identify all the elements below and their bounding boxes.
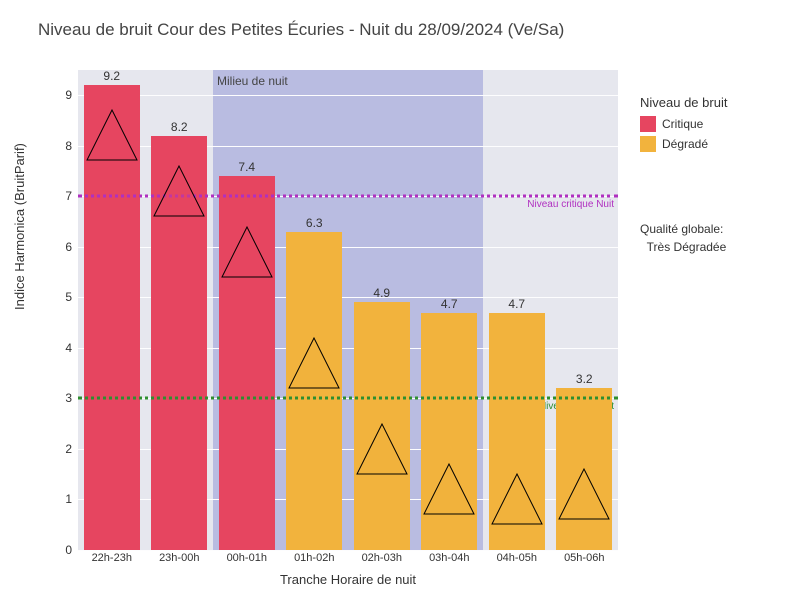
point-marker xyxy=(559,469,609,519)
point-marker xyxy=(289,338,339,388)
chart-container: Niveau de bruit Cour des Petites Écuries… xyxy=(0,0,800,600)
x-axis-label: Tranche Horaire de nuit xyxy=(78,572,618,587)
y-tick-label: 8 xyxy=(6,139,72,153)
y-gridline xyxy=(78,95,618,96)
reference-line-label: Niveau critique Nuit xyxy=(527,199,614,210)
y-tick-label: 4 xyxy=(6,341,72,355)
legend-item-label: Dégradé xyxy=(662,137,708,151)
y-tick-label: 3 xyxy=(6,391,72,405)
point-marker xyxy=(87,110,137,160)
reference-line xyxy=(78,397,618,400)
quality-value: Très Dégradée xyxy=(647,240,727,254)
y-tick-label: 5 xyxy=(6,290,72,304)
x-tick-label: 00h-01h xyxy=(227,552,267,564)
legend-swatch xyxy=(640,136,656,152)
x-tick-label: 22h-23h xyxy=(92,552,132,564)
x-tick-label: 01h-02h xyxy=(294,552,334,564)
y-tick-label: 2 xyxy=(6,442,72,456)
y-tick-label: 1 xyxy=(6,492,72,506)
x-tick-label: 04h-05h xyxy=(497,552,537,564)
bar-value-label: 7.4 xyxy=(238,160,255,174)
bar-value-label: 4.7 xyxy=(508,297,525,311)
y-axis-label: Indice Harmonica (BruitParif) xyxy=(12,143,27,310)
legend-title: Niveau de bruit xyxy=(640,95,727,110)
legend: Niveau de bruit Critique Dégradé xyxy=(640,95,727,156)
legend-swatch xyxy=(640,116,656,132)
y-tick-label: 6 xyxy=(6,240,72,254)
bar xyxy=(286,232,342,550)
legend-item: Critique xyxy=(640,116,727,132)
legend-item: Dégradé xyxy=(640,136,727,152)
x-tick-label: 02h-03h xyxy=(362,552,402,564)
bar-value-label: 9.2 xyxy=(103,69,120,83)
point-marker xyxy=(222,227,272,277)
y-gridline xyxy=(78,550,618,551)
quality-caption: Qualité globale: xyxy=(640,222,723,236)
bar-value-label: 6.3 xyxy=(306,216,323,230)
bar-value-label: 4.9 xyxy=(373,286,390,300)
point-marker xyxy=(154,166,204,216)
x-tick-label: 03h-04h xyxy=(429,552,469,564)
bar-value-label: 4.7 xyxy=(441,297,458,311)
x-tick-label: 23h-00h xyxy=(159,552,199,564)
point-marker xyxy=(492,474,542,524)
y-tick-label: 0 xyxy=(6,543,72,557)
night-band-label: Milieu de nuit xyxy=(217,74,288,88)
legend-item-label: Critique xyxy=(662,117,703,131)
plot-area: Milieu de nuit 9.2 8.2 7.4 6.3 4.9 4.7 4.… xyxy=(78,70,618,550)
y-tick-label: 9 xyxy=(6,88,72,102)
chart-title: Niveau de bruit Cour des Petites Écuries… xyxy=(38,20,564,40)
y-tick-label: 7 xyxy=(6,189,72,203)
quality-box: Qualité globale: Très Dégradée xyxy=(640,220,726,256)
point-marker xyxy=(424,464,474,514)
bar-value-label: 8.2 xyxy=(171,120,188,134)
x-tick-label: 05h-06h xyxy=(564,552,604,564)
bar-value-label: 3.2 xyxy=(576,372,593,386)
point-marker xyxy=(357,424,407,474)
